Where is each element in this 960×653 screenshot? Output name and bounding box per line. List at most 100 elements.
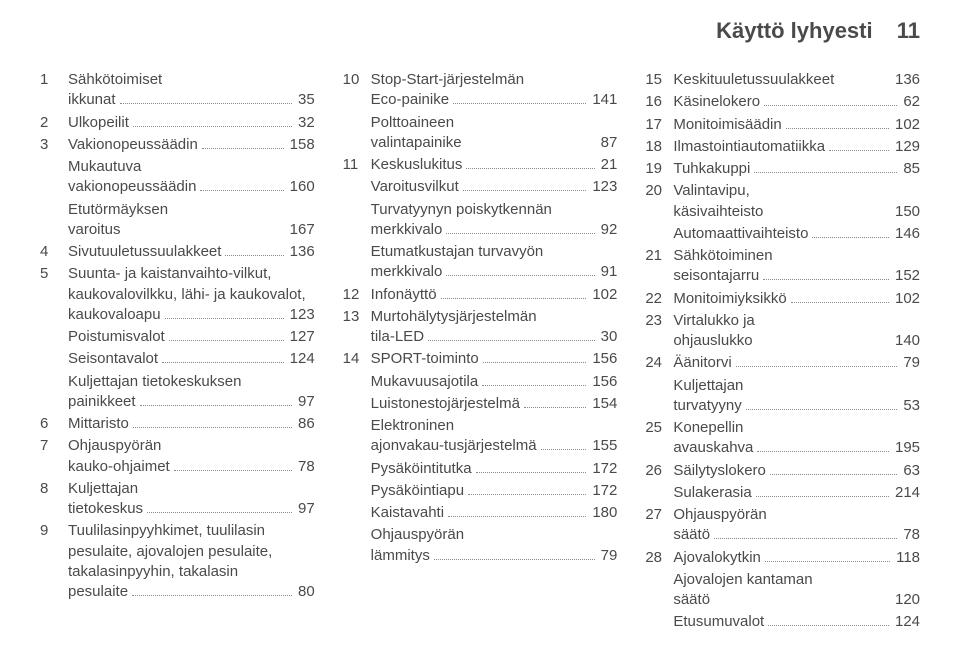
page-number: 11 (897, 18, 920, 43)
entry-leader-line: tietokeskus97 (68, 499, 315, 519)
index-entry: Luistonestojärjestelmä154 (343, 394, 618, 414)
index-entry: Mukavuusajotila156 (343, 372, 618, 392)
entry-label-last: Luistonestojärjestelmä (371, 394, 520, 414)
index-entry: 26Säilytyslokero63 (645, 461, 920, 481)
entry-leader-line: Mittaristo86 (68, 414, 315, 434)
entry-leader-line: tila-LED30 (371, 327, 618, 347)
entry-page-ref: 129 (893, 137, 920, 157)
index-entry: 2Ulkopeilit32 (40, 113, 315, 133)
dot-leader (829, 141, 889, 151)
entry-page-ref: 136 (288, 242, 315, 262)
entry-leader-line: Varoitusvilkut123 (371, 177, 618, 197)
dot-leader (838, 75, 889, 84)
entry-page-ref: 79 (599, 546, 618, 566)
entry-label-part: Stop-Start-järjestelmän (371, 70, 618, 90)
index-entry: 10Stop-Start-järjestelmänEco-painike141 (343, 70, 618, 111)
entry-number: 2 (40, 113, 68, 133)
entry-label-last: kaukovaloapu (68, 305, 161, 325)
entry-number: 22 (645, 289, 673, 309)
entry-page-ref: 102 (893, 115, 920, 135)
entry-number: 9 (40, 521, 68, 541)
dot-leader (812, 228, 889, 238)
dot-leader (133, 418, 292, 428)
entry-body: Säilytyslokero63 (673, 461, 920, 481)
entry-leader-line: Monitoimiyksikkö102 (673, 289, 920, 309)
entry-label-last: ajonvakau-tusjärjestelmä (371, 436, 537, 456)
entry-page-ref: 53 (901, 396, 920, 416)
entry-label-last: Pysäköintiapu (371, 481, 464, 501)
entry-page-ref: 124 (893, 612, 920, 632)
entry-page-ref: 92 (599, 220, 618, 240)
entry-label-last: Varoitusvilkut (371, 177, 459, 197)
entry-leader-line: Tuhkakuppi85 (673, 159, 920, 179)
entry-page-ref: 136 (893, 70, 920, 90)
entry-number: 18 (645, 137, 673, 157)
entry-body: Käsinelokero62 (673, 92, 920, 112)
entry-body: Automaattivaihteisto146 (673, 224, 920, 244)
index-entry: Kuljettajanturvatyyny53 (645, 376, 920, 417)
index-entry: Pysäköintiapu172 (343, 481, 618, 501)
index-entry: 17Monitoimisäädin102 (645, 115, 920, 135)
dot-leader (125, 225, 284, 234)
entry-leader-line: varoitus167 (68, 220, 315, 240)
entry-body: Mukautuvavakionopeussäädin160 (68, 157, 315, 198)
entry-label-last: varoitus (68, 220, 121, 240)
entry-body: Kuljettajan tietokeskuksenpainikkeet97 (68, 372, 315, 413)
entry-body: Stop-Start-järjestelmänEco-painike141 (371, 70, 618, 111)
entry-label-part: Ohjauspyörän (673, 505, 920, 525)
entry-page-ref: 118 (894, 548, 920, 568)
entry-page-ref: 214 (893, 483, 920, 503)
entry-leader-line: merkkivalo91 (371, 262, 618, 282)
entry-leader-line: Keskuslukitus21 (371, 155, 618, 175)
entry-number: 27 (645, 505, 673, 525)
entry-page-ref: 140 (893, 331, 920, 351)
entry-leader-line: säätö78 (673, 525, 920, 545)
index-entry: 25Konepellinavauskahva195 (645, 418, 920, 459)
entry-leader-line: vakionopeussäädin160 (68, 177, 315, 197)
index-entry: Seisontavalot124 (40, 349, 315, 369)
entry-body: Seisontavalot124 (68, 349, 315, 369)
entry-leader-line: Etusumuvalot124 (673, 612, 920, 632)
dot-leader (482, 376, 586, 386)
entry-body: Varoitusvilkut123 (371, 177, 618, 197)
entry-leader-line: Ajovalokytkin118 (673, 548, 920, 568)
entry-label-part: Ohjauspyörän (371, 525, 618, 545)
entry-leader-line: ohjauslukko140 (673, 331, 920, 351)
entry-page-ref: 102 (590, 285, 617, 305)
dot-leader (147, 503, 292, 513)
index-entry: 28Ajovalokytkin118 (645, 548, 920, 568)
entry-body: Turvatyynyn poiskytkennänmerkkivalo92 (371, 200, 618, 241)
dot-leader (736, 357, 898, 367)
entry-number: 6 (40, 414, 68, 434)
entry-page-ref: 150 (893, 202, 920, 222)
entry-body: Sivutuuletussuulakkeet136 (68, 242, 315, 262)
entry-number: 21 (645, 246, 673, 266)
entry-label-last: Vakionopeussäädin (68, 135, 198, 155)
index-entry: 7Ohjauspyöränkauko-ohjaimet78 (40, 436, 315, 477)
entry-body: Monitoimisäädin102 (673, 115, 920, 135)
entry-leader-line: Pysäköintiapu172 (371, 481, 618, 501)
dot-leader (434, 550, 595, 560)
entry-body: Kaistavahti180 (371, 503, 618, 523)
index-entry: Mukautuvavakionopeussäädin160 (40, 157, 315, 198)
entry-page-ref: 86 (296, 414, 315, 434)
dot-leader (132, 586, 292, 596)
dot-leader (463, 181, 587, 191)
index-entry: Ajovalojen kantamansäätö120 (645, 570, 920, 611)
entry-label-part: Sähkötoiminen (673, 246, 920, 266)
entry-leader-line: Kaistavahti180 (371, 503, 618, 523)
entry-leader-line: ikkunat35 (68, 90, 315, 110)
index-entry: 5Suunta- ja kaistanvaihto-vilkut, kaukov… (40, 264, 315, 325)
entry-body: Ohjauspyöränkauko-ohjaimet78 (68, 436, 315, 477)
entry-body: Sähkötoiminenseisontajarru152 (673, 246, 920, 287)
entry-label-last: merkkivalo (371, 220, 443, 240)
index-entry: Etutörmäyksenvaroitus167 (40, 200, 315, 241)
entry-body: Ohjauspyöränlämmitys79 (371, 525, 618, 566)
dot-leader (162, 353, 284, 363)
entry-page-ref: 156 (590, 372, 617, 392)
entry-body: Etumatkustajan turvavyönmerkkivalo91 (371, 242, 618, 283)
entry-label-last: Automaattivaihteisto (673, 224, 808, 244)
dot-leader (466, 159, 594, 169)
entry-label-last: Poistumisvalot (68, 327, 165, 347)
entry-body: Etusumuvalot124 (673, 612, 920, 632)
